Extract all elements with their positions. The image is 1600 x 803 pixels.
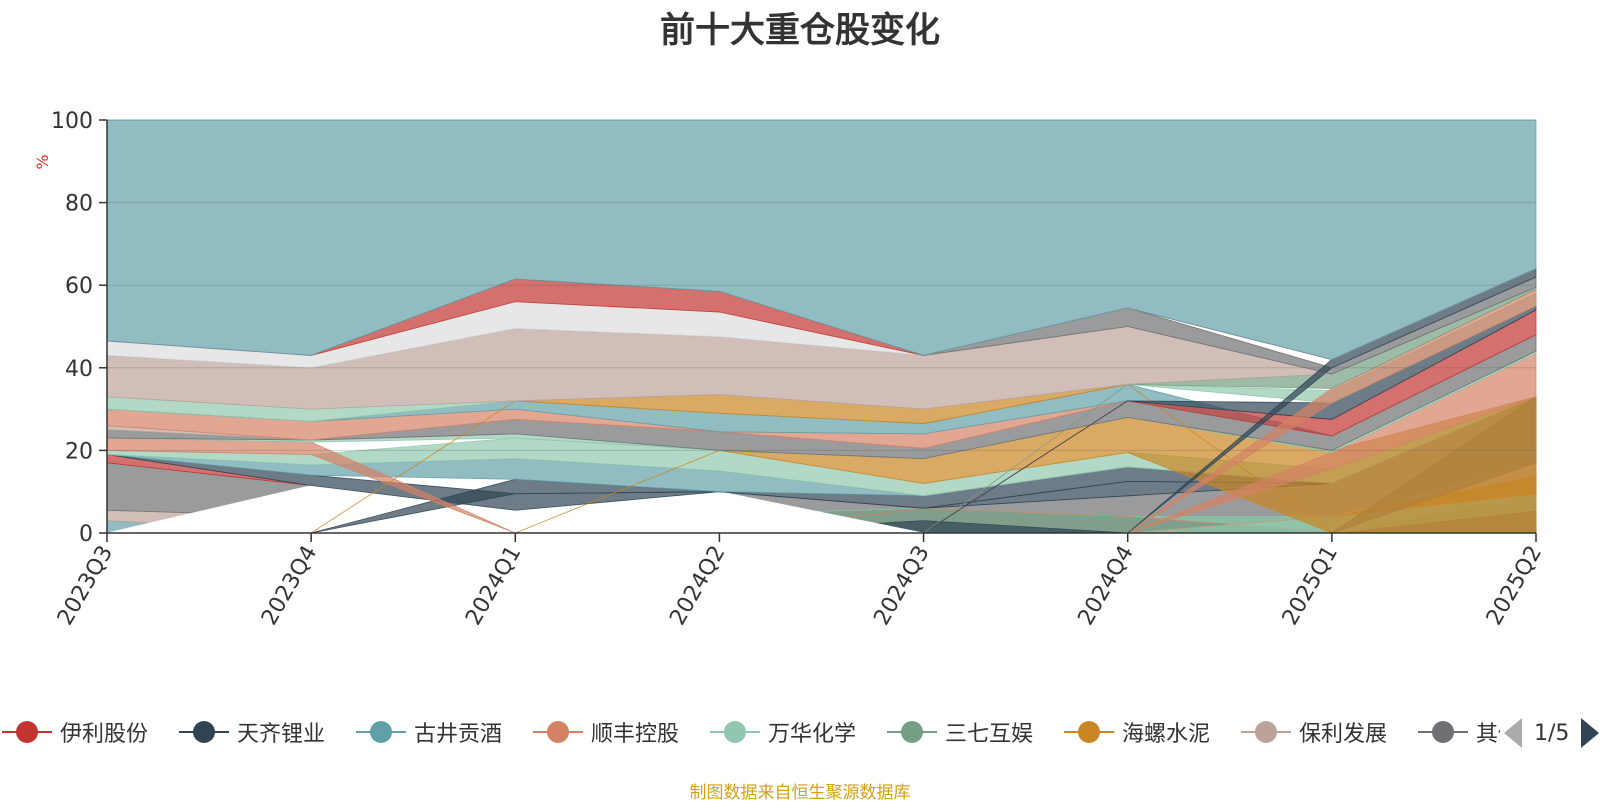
y-tick-label-80: 80 (65, 192, 93, 217)
legend-label: 保利发展 (1299, 722, 1388, 747)
legend-item-5[interactable]: 三七互娱 (887, 712, 1033, 752)
x-tick-label-2024Q3: 2024Q3 (869, 542, 934, 630)
legend-marker-icon (2, 717, 52, 747)
legend-page-indicator: 1/5 (1534, 720, 1570, 746)
legend-item-6[interactable]: 海螺水泥 (1064, 712, 1210, 752)
legend-next-page-icon[interactable] (1581, 718, 1600, 748)
source-note: 制图数据来自恒生聚源数据库 (689, 783, 911, 803)
legend-label: 古井贡酒 (414, 722, 503, 747)
x-tick-label-2025Q1: 2025Q1 (1278, 542, 1343, 630)
y-tick-label-0: 0 (79, 522, 93, 547)
legend-label: 顺丰控股 (591, 722, 680, 747)
y-tick-label-40: 40 (65, 357, 93, 382)
legend-label: 天齐锂业 (237, 722, 326, 747)
legend-marker-icon (1064, 717, 1114, 747)
legend-label: 伊利股份 (60, 722, 149, 747)
y-axis-unit-label: % (33, 154, 52, 169)
legend-marker-icon (710, 717, 760, 747)
legend-item-7[interactable]: 保利发展 (1241, 712, 1387, 752)
legend: 伊利股份 天齐锂业 古井贡酒 顺丰控股 万华化学 三七互娱 海螺水泥 保利发展 其他 (0, 712, 1500, 752)
x-tick-label-2024Q1: 2024Q1 (461, 542, 526, 630)
legend-item-1[interactable]: 天齐锂业 (179, 712, 325, 752)
legend-item-3[interactable]: 顺丰控股 (533, 712, 679, 752)
y-tick-label-20: 20 (65, 439, 93, 464)
legend-marker-icon (887, 717, 937, 747)
area-band-17 (107, 396, 1537, 534)
legend-label: 其他 (1476, 722, 1500, 747)
area-band-35 (106, 119, 1537, 360)
legend-item-4[interactable]: 万华化学 (710, 712, 856, 752)
x-tick-label-2024Q4: 2024Q4 (1074, 542, 1139, 630)
legend-pager: 1/5 (1498, 716, 1600, 750)
legend-marker-icon (356, 717, 406, 747)
legend-label: 万华化学 (768, 722, 857, 747)
legend-label: 三七互娱 (945, 722, 1034, 747)
legend-item-2[interactable]: 古井贡酒 (356, 712, 502, 752)
legend-label: 海螺水泥 (1122, 722, 1211, 747)
legend-item-8[interactable]: 其他 (1418, 712, 1500, 752)
legend-item-0[interactable]: 伊利股份 (2, 712, 148, 752)
chart-title: 前十大重仓股变化 (659, 11, 940, 51)
legend-marker-icon (179, 717, 229, 747)
legend-marker-icon (1418, 717, 1468, 747)
legend-prev-page-icon[interactable] (1504, 718, 1522, 748)
y-tick-label-100: 100 (51, 109, 93, 134)
x-tick-label-2024Q2: 2024Q2 (665, 542, 730, 630)
y-tick-label-60: 60 (65, 274, 93, 299)
x-tick-label-2025Q2: 2025Q2 (1482, 542, 1547, 630)
legend-marker-icon (533, 717, 583, 747)
x-tick-label-2023Q4: 2023Q4 (257, 542, 322, 630)
legend-marker-icon (1241, 717, 1291, 747)
x-tick-label-2023Q3: 2023Q3 (53, 542, 118, 630)
